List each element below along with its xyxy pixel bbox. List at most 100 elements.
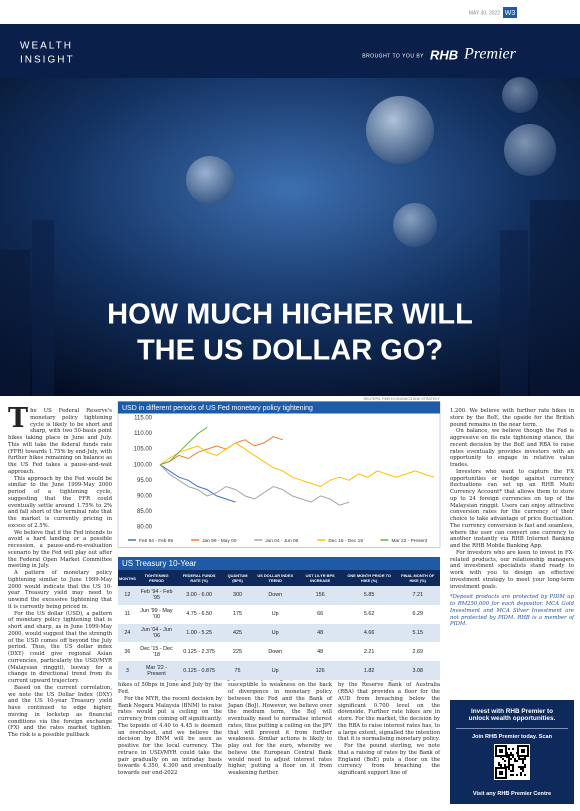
table-cell: Up <box>252 661 298 680</box>
chart-source: REUTERS, RHB ECONOMICS AND STRATEGY <box>364 397 441 401</box>
qr-module <box>508 768 510 770</box>
qr-module <box>512 748 514 750</box>
qr-module <box>510 754 512 756</box>
column-header: QUANTUM (BPS) <box>222 570 253 586</box>
column-header: FINAL MONTH OF HIKE (%) <box>395 570 440 586</box>
qr-module <box>510 774 512 776</box>
table-header: MONTHS TIGHTENING PERIOD FEDERAL FUNDS RAT… <box>118 570 440 586</box>
plot: 80.00 85.00 90.00 95.00 100.00 105.00 110.00 11… <box>128 416 435 544</box>
paragraph: For investors who are keen to invest in … <box>450 549 574 590</box>
table-cell: 300 <box>222 586 253 605</box>
table-cell: Up <box>252 623 298 643</box>
table-cell: 11 <box>124 611 131 618</box>
treasury-table: US Treasury 10-Year MONTHS TIGHTENING PER… <box>118 557 440 680</box>
section-title: WEALTH <box>20 41 73 52</box>
qr-module <box>520 758 522 760</box>
qr-module <box>522 760 524 762</box>
qr-module <box>514 758 516 760</box>
table-cell: 2.21 <box>363 648 375 655</box>
currency-coin <box>502 77 538 113</box>
qr-module <box>508 764 510 766</box>
qr-code[interactable] <box>494 744 530 780</box>
table: MONTHS TIGHTENING PERIOD FEDERAL FUNDS RAT… <box>118 570 440 680</box>
table-cell: 0.125 - 0.875 <box>176 661 223 680</box>
qr-module <box>522 766 524 768</box>
qr-module <box>520 768 522 770</box>
series-line <box>159 426 208 466</box>
table-cell: 5.62 <box>363 611 375 618</box>
column-header: TIGHTENING PERIOD <box>136 570 177 586</box>
qr-module <box>521 749 525 753</box>
qr-module <box>522 768 524 770</box>
legend-label: Mar 22 - Present <box>391 538 427 544</box>
brand-logo: RHB <box>430 47 458 62</box>
qr-module <box>508 762 510 764</box>
column-header: FEDERAL FUNDS RATE (%) <box>176 570 223 586</box>
qr-module <box>516 760 518 762</box>
table-cell: 48 <box>297 623 343 643</box>
table-cell: 24 <box>118 623 137 643</box>
table-cell: Feb '94 - Feb '95 <box>136 586 177 605</box>
qr-module <box>510 752 512 754</box>
chart-frame <box>117 401 441 548</box>
qr-module <box>500 764 502 766</box>
qr-module <box>504 764 506 766</box>
promo-join: Join RHB Premier today. Scan <box>471 734 553 740</box>
text-column: 1.200. We believe with further rate hike… <box>450 408 574 698</box>
qr-module <box>512 754 514 756</box>
qr-module <box>520 774 522 776</box>
text-column: The US Federal Reserve's monetary policy… <box>8 403 112 808</box>
table-title: US Treasury 10-Year <box>118 557 440 570</box>
table-cell: 126 <box>297 661 343 680</box>
table-cell: 0.125 - 2.375 <box>183 648 215 655</box>
qr-module <box>512 774 514 776</box>
qr-module <box>516 774 518 776</box>
qr-module <box>520 772 522 774</box>
page-number: W3 <box>505 10 516 17</box>
page-badge <box>503 7 517 18</box>
table-cell: Jun '04 - Jun '06 <box>136 623 177 643</box>
y-tick-label: 110.00 <box>134 431 153 437</box>
y-tick-label: 105.00 <box>134 447 153 453</box>
column-header: US DOLLAR INDEX TREND <box>252 570 298 586</box>
table-cell: 6.29 <box>412 611 423 618</box>
qr-module <box>520 766 522 768</box>
table-cell: Mar '22 - Present <box>136 661 177 680</box>
qr-module <box>524 758 526 760</box>
qr-module <box>512 756 514 758</box>
table-cell: 2.69 <box>412 648 423 655</box>
table-row: 36 Dec '15 - Dec '18 0.125 - 2.375 225 Down 4… <box>118 642 440 661</box>
y-tick-label: 95.00 <box>137 478 153 484</box>
qr-module <box>502 758 504 760</box>
table-cell: 1.82 <box>342 661 396 680</box>
table-cell: 12 <box>118 586 137 605</box>
paragraph: A pattern of monetary policy tightening … <box>8 570 112 610</box>
table-row: 11 Jun '99 - May '00 4.75 - 6.50 175 Up 66 5.6… <box>118 605 440 624</box>
qr-module <box>510 758 512 760</box>
chart-title: USD in different periods of US Fed monet… <box>122 405 313 412</box>
brand-logo: Premier <box>463 46 517 63</box>
qr-module <box>510 764 512 766</box>
table-cell: Down <box>252 586 298 605</box>
y-tick-label: 100.00 <box>134 462 153 468</box>
column-header: ONE MONTH PRIOR TO HIKE (%) <box>342 570 396 586</box>
table-row: 24 Jun '04 - Jun '06 1.00 - 5.25 425 Up 48 4.6… <box>118 623 440 643</box>
qr-module <box>498 764 500 766</box>
series-line <box>159 464 350 506</box>
promo-visit: Visit any RHB Premier Centre <box>472 791 552 797</box>
paragraph: For the major currencies, the Japanese y… <box>228 669 332 776</box>
text-column: in other market instruments — the US 10-… <box>118 662 222 808</box>
y-tick-label: 85.00 <box>137 509 153 515</box>
qr-module <box>522 758 524 760</box>
table-cell: 4.66 <box>342 623 396 643</box>
promo-box: Invest with RHB Premier to unlock wealth… <box>450 700 574 804</box>
qr-module <box>524 764 526 766</box>
table-row: 3 Mar '22 - Present 0.125 - 0.875 75 Up 126 1.… <box>118 661 440 680</box>
qr-module <box>508 760 510 762</box>
legend-label: Dec 15 - Dec 18 <box>328 538 363 544</box>
table-cell: 5.85 <box>342 586 396 605</box>
paragraph: Based on the current correlation, we not… <box>8 684 112 738</box>
table-cell: 1.00 - 5.25 <box>176 623 223 643</box>
